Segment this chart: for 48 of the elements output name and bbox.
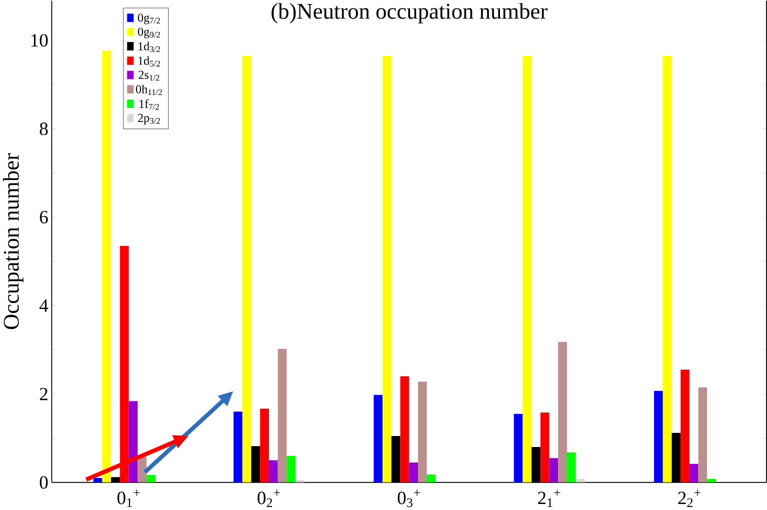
bar	[689, 464, 698, 482]
legend-label: 2s$_{1/2}$	[138, 70, 160, 81]
x-tick-label: 0$_{3}$+	[398, 490, 420, 507]
y-tick-label: 4	[39, 299, 48, 312]
x-tick-label: 2$_{2}$+	[678, 490, 700, 507]
bar	[522, 56, 532, 482]
bar	[260, 408, 269, 482]
bar	[93, 478, 102, 482]
x-tick-label: 0$_{2}$+	[258, 490, 280, 507]
bar	[540, 412, 550, 482]
bar	[662, 56, 672, 482]
x-tick-label: 0$_{1}$+	[117, 490, 140, 507]
bar	[549, 458, 558, 482]
bar	[680, 370, 690, 482]
legend-label: 0g$_{7/2}$	[138, 13, 160, 24]
legend-label: 1f$_{7/2}$	[140, 99, 159, 110]
bar	[286, 456, 296, 482]
bar	[426, 474, 436, 482]
bar	[382, 56, 392, 482]
legend-label: 0h$_{11/2}$	[136, 84, 162, 95]
bar	[514, 414, 523, 482]
bar	[278, 348, 287, 482]
bar	[654, 390, 663, 482]
bar	[102, 50, 112, 482]
legend-label: 1d$_{5/2}$	[138, 56, 160, 66]
bar	[374, 394, 383, 482]
bar	[268, 460, 278, 482]
y-tick-label: 8	[40, 122, 48, 135]
bar	[400, 376, 410, 482]
y-tick-label: 2	[40, 388, 48, 400]
chart-title: (b)Neutron occupation number	[272, 3, 548, 24]
legend-label: 2p$_{3/2}$	[138, 114, 160, 124]
bar	[409, 462, 418, 482]
y-tick-label: 10	[31, 34, 48, 47]
y-tick-label: 0	[40, 476, 48, 489]
legend-label: 0g$_{9/2}$	[138, 28, 160, 38]
y-tick-label: 6	[40, 210, 48, 224]
bar	[698, 387, 708, 482]
bar	[128, 400, 138, 482]
bar	[566, 452, 576, 482]
bar	[418, 382, 427, 482]
x-tick-label: 2$_{1}$+	[538, 490, 560, 507]
y-axis-title: Occupation number	[3, 153, 24, 329]
bar	[234, 412, 242, 482]
bar	[242, 56, 252, 482]
legend-label: 1d$_{3/2}$	[138, 42, 160, 52]
bar	[558, 342, 567, 482]
bar	[146, 474, 156, 482]
